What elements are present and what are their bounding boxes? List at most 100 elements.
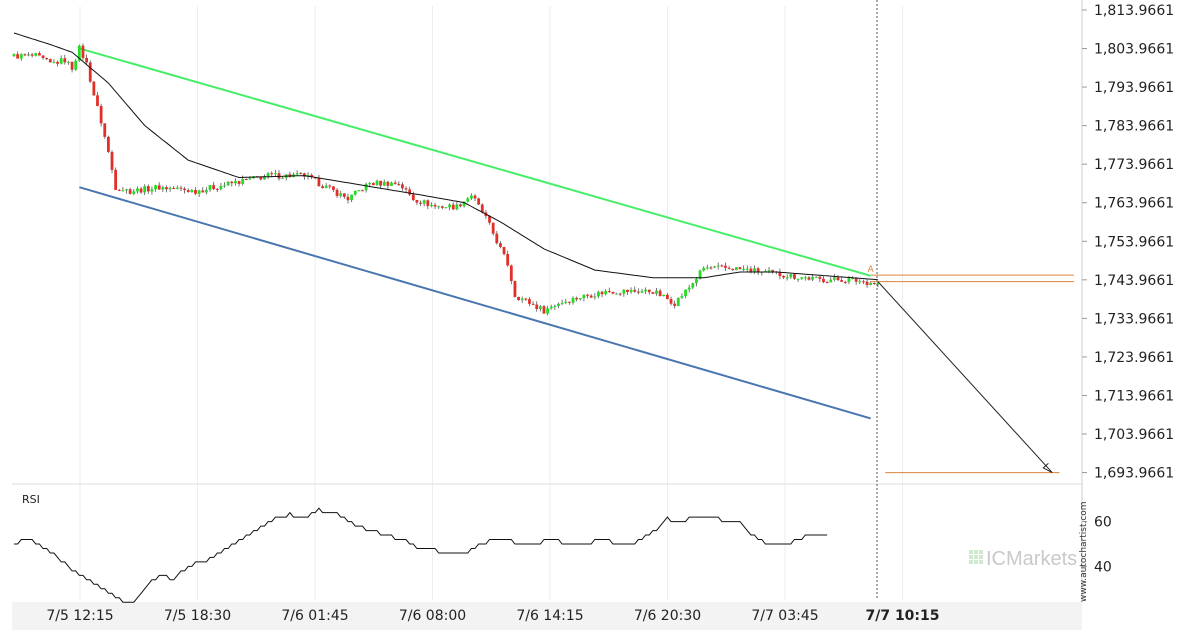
candle-bearish [128,189,132,194]
price-tick-label: 1,783.9661 [1094,119,1174,135]
time-tick-label: 7/6 20:30 [634,608,701,624]
candle-bearish [771,270,775,272]
candle-bearish [502,246,506,255]
candle-bullish [796,278,800,280]
projection-arrow-head [1042,462,1053,474]
candle-bearish [106,136,110,152]
candle-bearish [499,243,502,247]
candle-bearish [201,190,205,193]
candle-bearish [651,292,655,294]
brand-tile [969,555,973,559]
candle-bullish [753,268,756,273]
candle-bearish [212,185,216,190]
candle-bearish [81,45,85,58]
candle-bullish [811,276,814,280]
candle-bullish [698,270,702,279]
candle-bullish [691,283,695,288]
candle-bearish [840,280,844,282]
candle-bullish [248,178,252,180]
time-tick-label: 7/6 08:00 [399,608,466,624]
candle-bullish [847,278,851,282]
moving-average-line [13,32,878,281]
candle-bullish [190,190,194,192]
candle-bullish [546,308,550,314]
candle-bearish [237,181,241,184]
candle-bullish [266,173,270,177]
candle-bullish [538,306,542,309]
candle-bearish [411,194,415,201]
candle-bearish [807,277,811,280]
candle-bearish [669,299,673,304]
candle-bullish [851,278,854,280]
price-tick-label: 1,813.9661 [1094,3,1174,19]
candle-bearish [401,184,404,189]
candle-bullish [422,200,426,204]
candle-bearish [843,281,847,283]
candle-bullish [684,289,687,297]
candle-bullish [629,289,633,293]
candle-bullish [197,190,201,194]
candle-bearish [607,291,611,293]
candle-bullish [829,279,833,283]
candle-bearish [346,196,350,201]
candle-bearish [259,176,263,180]
candle-bullish [713,266,716,268]
candle-bearish [157,185,161,190]
candle-bearish [626,289,629,293]
candle-bullish [121,190,125,192]
candle-bearish [215,189,219,191]
candle-bullish [858,281,862,283]
candle-bullish [223,185,226,187]
candle-bearish [230,181,234,184]
candle-bearish [738,267,742,269]
candle-bearish [865,281,869,285]
candle-bearish [415,200,419,203]
candle-bearish [818,276,822,279]
candle-bullish [705,267,709,269]
candle-bearish [45,57,49,60]
candle-bearish [426,200,430,207]
price-tick-label: 1,723.9661 [1094,350,1174,366]
candle-bearish [724,265,727,268]
candle-bearish [183,188,187,191]
candle-bullish [444,207,448,209]
candle-bearish [85,57,88,63]
candle-bearish [618,293,622,295]
candle-bearish [477,198,481,205]
candle-bullish [564,301,568,303]
candle-bullish [466,198,470,202]
candle-bearish [782,275,785,278]
price-tick-label: 1,703.9661 [1094,427,1174,443]
candle-bullish [364,183,368,191]
candle-bearish [332,186,335,190]
candle-bullish [593,296,597,298]
candle-bullish [161,187,165,190]
candle-bearish [56,61,59,64]
candle-bullish [12,54,16,57]
candle-bearish [404,188,408,190]
candle-bearish [756,268,760,273]
price-tick-label: 1,763.9661 [1094,196,1174,212]
candle-bullish [353,190,357,195]
candle-bearish [836,277,840,281]
price-axis: 1,813.9661 1,803.9661 1,793.9661 1,783.9661… [1082,3,1174,482]
candle-bearish [451,204,455,210]
candle-bearish [495,233,499,244]
lower-channel-line [79,186,871,420]
pattern-overlay: A [868,0,1074,600]
price-tick-label: 1,693.9661 [1094,466,1174,482]
candle-bullish [520,298,524,301]
candle-bullish [832,277,836,280]
candle-bullish [132,191,136,194]
candle-bullish [876,282,880,285]
candle-bullish [455,204,459,210]
candle-bearish [139,188,143,193]
candle-bullish [281,177,285,179]
brand-tile [979,550,983,554]
candle-bearish [419,202,422,204]
candle-bullish [549,306,553,309]
candle-bullish [175,187,179,189]
time-tick-label: 7/7 03:45 [751,608,818,624]
candle-bearish [513,281,517,297]
candle-bearish [103,123,107,137]
